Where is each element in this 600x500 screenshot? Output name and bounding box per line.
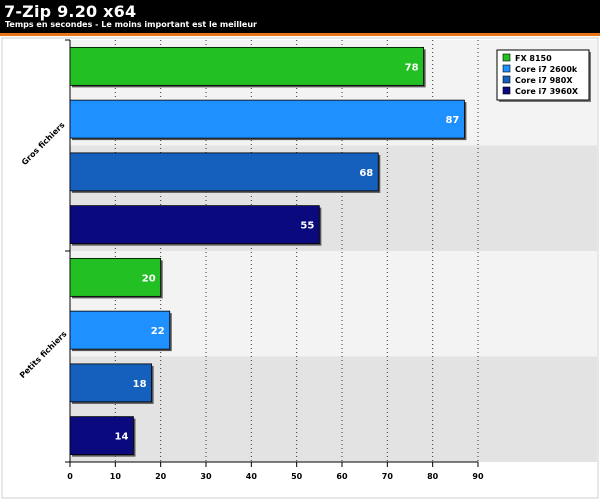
bar-value-label: 78 (405, 62, 419, 73)
category-label: Petits fichiers (18, 329, 69, 380)
bar (69, 205, 320, 245)
x-tick-label: 80 (427, 472, 439, 481)
x-tick-label: 40 (246, 472, 258, 481)
bar-value-label: 87 (445, 115, 459, 126)
accent-line (0, 33, 600, 36)
legend-label: FX 8150 (515, 54, 552, 63)
bar-value-label: 22 (151, 326, 165, 337)
bar-value-label: 14 (115, 432, 129, 443)
bar (69, 416, 134, 456)
chart-title: 7-Zip 9.20 x64 (4, 2, 137, 21)
bar (69, 152, 379, 192)
x-tick-label: 90 (472, 472, 484, 481)
x-tick-label: 20 (155, 472, 167, 481)
x-tick-label: 50 (291, 472, 303, 481)
bar (69, 46, 425, 86)
bar-value-label: 68 (359, 168, 373, 179)
chart-subtitle: Temps en secondes - Le moins important e… (5, 20, 257, 29)
x-tick-label: 0 (67, 472, 73, 481)
plot-band (70, 356, 597, 462)
bar-value-label: 55 (300, 221, 314, 232)
bar-value-label: 20 (142, 273, 156, 284)
legend-label: Core i7 980X (515, 76, 573, 85)
x-tick-label: 10 (110, 472, 122, 481)
legend-box (496, 49, 590, 101)
x-tick-label: 30 (200, 472, 212, 481)
legend-swatch (502, 64, 511, 73)
bar-value-label: 18 (133, 379, 147, 390)
x-tick-label: 60 (336, 472, 348, 481)
x-tick-label: 70 (382, 472, 394, 481)
legend-swatch (502, 53, 511, 62)
header-bar: 7-Zip 9.20 x64 Temps en secondes - Le mo… (0, 0, 600, 33)
legend-label: Core i7 2600k (515, 65, 578, 74)
legend-swatch (502, 86, 511, 95)
chart-frame (1, 37, 599, 499)
legend-swatch (502, 75, 511, 84)
legend-label: Core i7 3960X (515, 87, 579, 96)
bar (69, 257, 162, 297)
bar (69, 310, 171, 350)
category-label: Gros fichiers (20, 120, 67, 167)
bar (69, 99, 465, 139)
bar (69, 363, 152, 403)
